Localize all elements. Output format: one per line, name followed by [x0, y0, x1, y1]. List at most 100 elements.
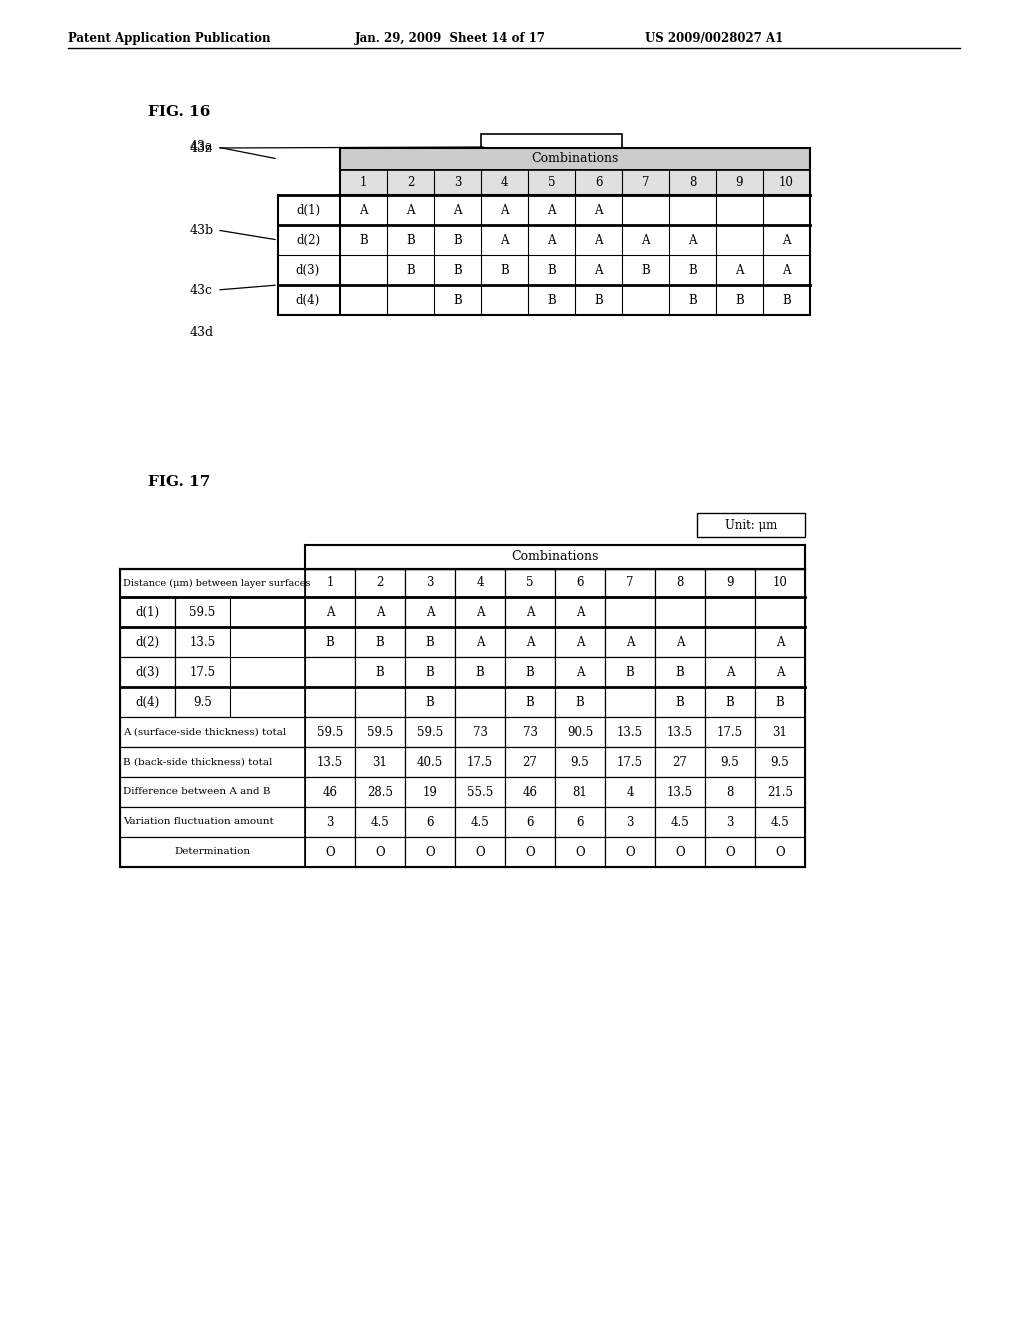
- Text: 3: 3: [426, 577, 434, 590]
- Bar: [355, 627, 406, 657]
- Text: A: A: [676, 635, 684, 648]
- Bar: [705, 627, 755, 657]
- Bar: [175, 627, 230, 657]
- Bar: [755, 686, 805, 717]
- Text: A: A: [688, 234, 696, 247]
- Bar: [120, 717, 305, 747]
- Text: FIG. 16: FIG. 16: [148, 106, 210, 119]
- Bar: [305, 569, 355, 597]
- Bar: [505, 807, 555, 837]
- Bar: [481, 135, 622, 160]
- Text: d(4): d(4): [135, 696, 160, 709]
- Bar: [605, 747, 655, 777]
- Text: B: B: [525, 696, 535, 709]
- Text: A: A: [376, 606, 384, 619]
- Text: B: B: [454, 264, 462, 276]
- Text: B: B: [407, 264, 415, 276]
- Bar: [120, 627, 175, 657]
- Text: 40.5: 40.5: [417, 755, 443, 768]
- Bar: [455, 717, 505, 747]
- Bar: [605, 627, 655, 657]
- Text: d(2): d(2): [296, 234, 321, 247]
- Bar: [605, 686, 655, 717]
- Text: 46: 46: [522, 785, 538, 799]
- Bar: [305, 657, 355, 686]
- Text: 5: 5: [548, 176, 555, 189]
- Bar: [605, 657, 655, 686]
- Text: 46: 46: [323, 785, 338, 799]
- Bar: [305, 597, 355, 627]
- Bar: [355, 777, 406, 807]
- Bar: [755, 627, 805, 657]
- Bar: [305, 686, 355, 717]
- Bar: [305, 627, 355, 657]
- Text: A: A: [501, 234, 509, 247]
- Text: B: B: [688, 293, 697, 306]
- Text: B: B: [326, 635, 335, 648]
- Bar: [605, 597, 655, 627]
- Text: B: B: [575, 696, 585, 709]
- Text: Combinations: Combinations: [511, 550, 599, 564]
- Text: A: A: [735, 264, 743, 276]
- Text: 13.5: 13.5: [616, 726, 643, 738]
- Bar: [655, 717, 705, 747]
- Bar: [705, 657, 755, 686]
- Text: d(2): d(2): [135, 635, 160, 648]
- Bar: [305, 837, 355, 867]
- Text: B: B: [454, 234, 462, 247]
- Text: Unit: μm: Unit: μm: [725, 519, 777, 532]
- Bar: [406, 597, 455, 627]
- Text: B: B: [547, 293, 556, 306]
- Text: 9.5: 9.5: [721, 755, 739, 768]
- Text: B: B: [475, 665, 484, 678]
- Text: 6: 6: [577, 577, 584, 590]
- Bar: [120, 597, 175, 627]
- Text: B: B: [426, 696, 434, 709]
- Bar: [455, 657, 505, 686]
- Bar: [555, 807, 605, 837]
- Text: O: O: [725, 846, 735, 858]
- Bar: [755, 569, 805, 597]
- Text: 43z: 43z: [190, 141, 213, 154]
- Bar: [555, 597, 605, 627]
- Text: 3: 3: [327, 816, 334, 829]
- Bar: [655, 657, 705, 686]
- Text: 13.5: 13.5: [667, 785, 693, 799]
- Bar: [755, 657, 805, 686]
- Text: A: A: [594, 203, 603, 216]
- Bar: [305, 717, 355, 747]
- Bar: [605, 569, 655, 597]
- Bar: [305, 807, 355, 837]
- Bar: [505, 569, 555, 597]
- Bar: [455, 747, 505, 777]
- Text: Determination: Determination: [174, 847, 251, 857]
- Text: 31: 31: [772, 726, 787, 738]
- Bar: [655, 569, 705, 597]
- Text: 59.5: 59.5: [316, 726, 343, 738]
- Text: 7: 7: [642, 176, 649, 189]
- Text: 17.5: 17.5: [189, 665, 216, 678]
- Bar: [755, 807, 805, 837]
- Bar: [355, 686, 406, 717]
- Text: 43b: 43b: [190, 223, 214, 236]
- Text: 4: 4: [501, 176, 508, 189]
- Bar: [655, 597, 705, 627]
- Bar: [705, 717, 755, 747]
- Text: A: A: [726, 665, 734, 678]
- Bar: [555, 717, 605, 747]
- Bar: [120, 777, 305, 807]
- Text: A: A: [575, 635, 585, 648]
- Bar: [406, 627, 455, 657]
- Bar: [355, 597, 406, 627]
- Bar: [705, 807, 755, 837]
- Text: 17.5: 17.5: [717, 726, 743, 738]
- Text: 8: 8: [689, 176, 696, 189]
- Bar: [655, 627, 705, 657]
- Text: O: O: [425, 846, 435, 858]
- Text: 2: 2: [376, 577, 384, 590]
- Bar: [755, 597, 805, 627]
- Text: B (back-side thickness) total: B (back-side thickness) total: [123, 758, 272, 767]
- Text: 4.5: 4.5: [671, 816, 689, 829]
- Bar: [555, 747, 605, 777]
- Bar: [340, 148, 810, 170]
